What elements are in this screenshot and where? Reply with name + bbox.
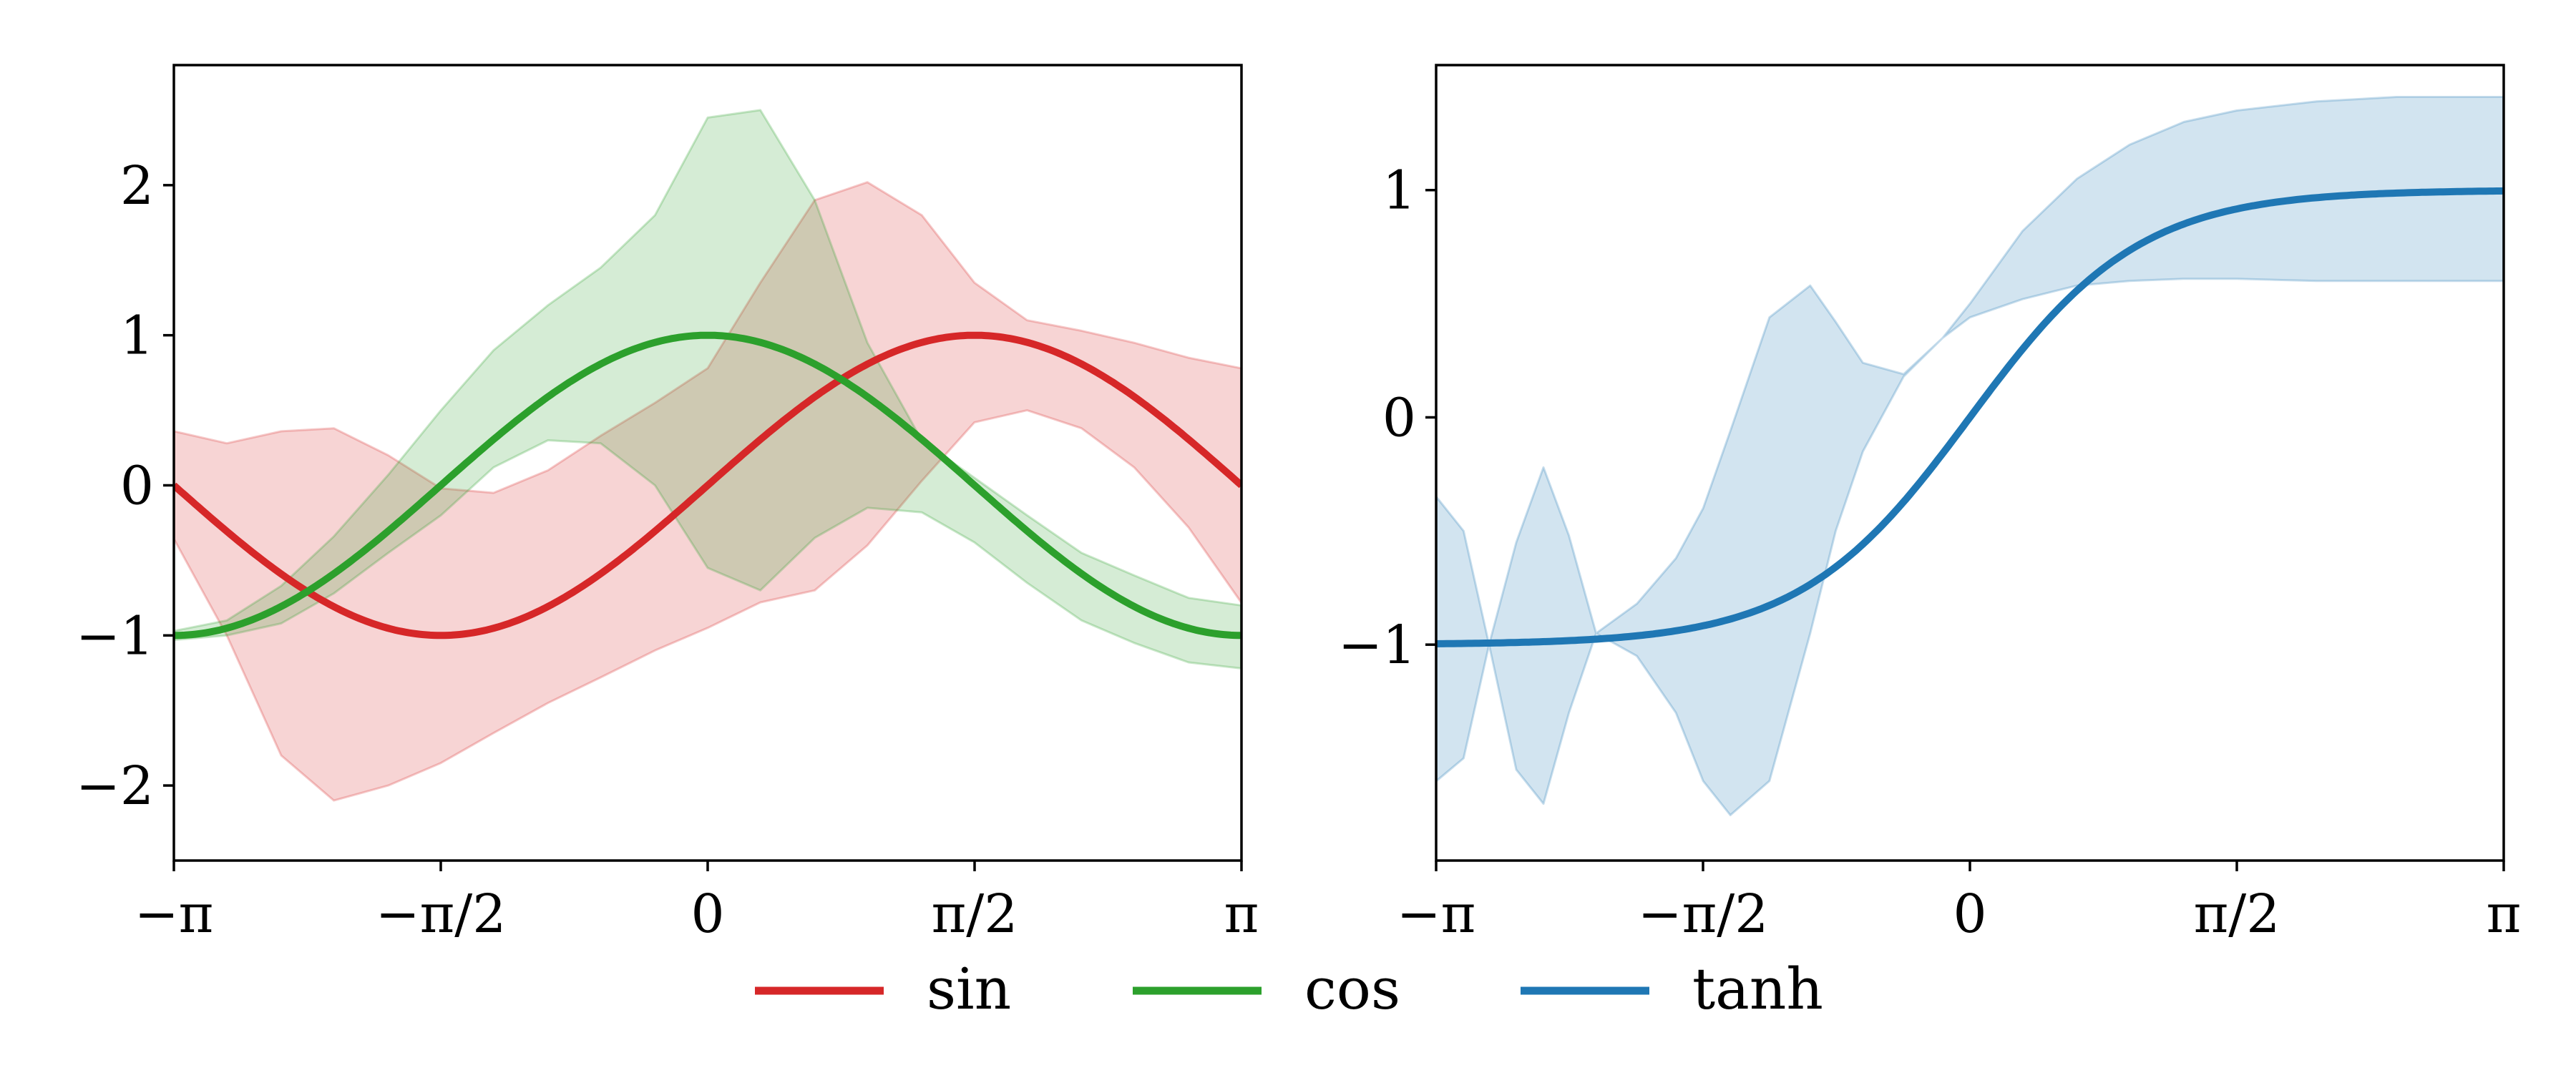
cos-line [174,331,1241,640]
right-plot-panel: −π −π/2 0 π/2 π −1 0 1 [1338,64,2522,945]
sin-line [174,331,1241,640]
y-tick-label: 0 [120,455,154,516]
x-tick-label: π [1224,883,1259,945]
plot-area [174,109,1241,802]
y-tick-label: 1 [1382,160,1416,222]
tanh-band [1436,96,2504,816]
x-tick-label: π [2487,883,2522,945]
y-tick-label: −1 [1338,614,1416,676]
y-tick-label: 2 [120,155,154,217]
x-tick-label: π/2 [2194,883,2280,945]
x-tick-label: π/2 [932,883,1018,945]
y-tick-label: −2 [76,755,154,817]
y-tick-label: 1 [120,305,154,367]
x-tick-label: −π [135,883,214,945]
x-tick-label: −π/2 [1638,883,1769,945]
legend-label-tanh: tanh [1692,956,1823,1022]
left-plot-panel: −π −π/2 0 π/2 π −2 −1 0 1 2 [76,64,1259,945]
x-tick-label: −π [1397,883,1476,945]
plot-area [1436,96,2504,816]
legend: sin cos tanh [755,956,1823,1022]
y-tick-label: −1 [76,605,154,667]
legend-label-sin: sin [927,956,1011,1022]
x-tick-label: 0 [1953,883,1986,945]
legend-label-cos: cos [1304,956,1400,1022]
x-tick-label: 0 [691,883,724,945]
tanh-line [1436,187,2504,647]
x-tick-label: −π/2 [376,883,507,945]
y-tick-label: 0 [1382,387,1416,449]
